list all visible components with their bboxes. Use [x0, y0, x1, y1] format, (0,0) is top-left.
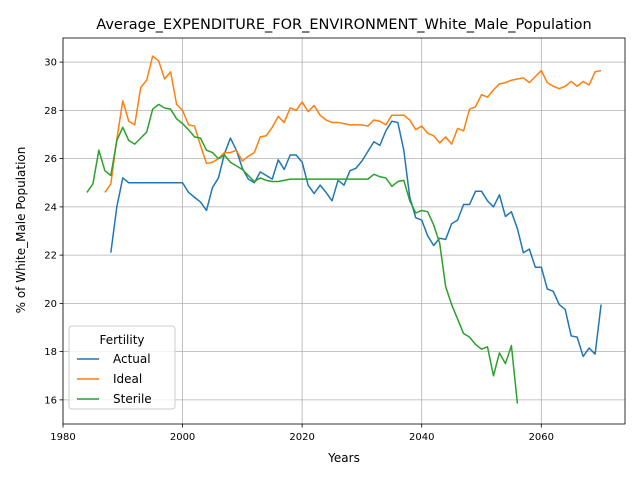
y-tick-label: 30	[44, 58, 57, 69]
y-tick-label: 22	[44, 251, 57, 262]
series-line-sterile	[86, 103, 519, 404]
series-lines	[86, 55, 602, 404]
y-tick-label: 20	[44, 299, 57, 310]
y-tick-label: 18	[44, 347, 57, 358]
series-line-actual	[110, 120, 602, 358]
axis-ticks: 1980 2000 2020 2040 2060 16 18 20 22 24 26 28 30	[44, 58, 554, 443]
series-line-ideal	[104, 55, 602, 193]
x-tick-label: 2040	[409, 432, 434, 443]
y-tick-label: 28	[44, 106, 57, 117]
legend-title: Fertility	[99, 333, 144, 347]
legend-box	[68, 325, 176, 410]
y-tick-label: 16	[44, 395, 57, 406]
chart-title: Average_EXPENDITURE_FOR_ENVIRONMENT_Whit…	[96, 17, 591, 33]
x-tick-label: 2000	[170, 432, 195, 443]
x-tick-label: 2020	[289, 432, 314, 443]
x-axis-label: Years	[327, 451, 360, 465]
y-tick-label: 24	[44, 202, 57, 213]
legend-label-ideal: Ideal	[113, 372, 142, 386]
plot-frame	[62, 37, 626, 425]
legend-label-actual: Actual	[113, 352, 151, 366]
legend-label-sterile: Sterile	[113, 392, 152, 406]
legend: Fertility Actual Ideal Sterile	[68, 325, 176, 410]
y-tick-label: 26	[44, 154, 57, 165]
y-axis-label: % of White_Male Population	[14, 147, 28, 314]
x-tick-label: 2060	[529, 432, 554, 443]
x-tick-label: 1980	[50, 432, 75, 443]
